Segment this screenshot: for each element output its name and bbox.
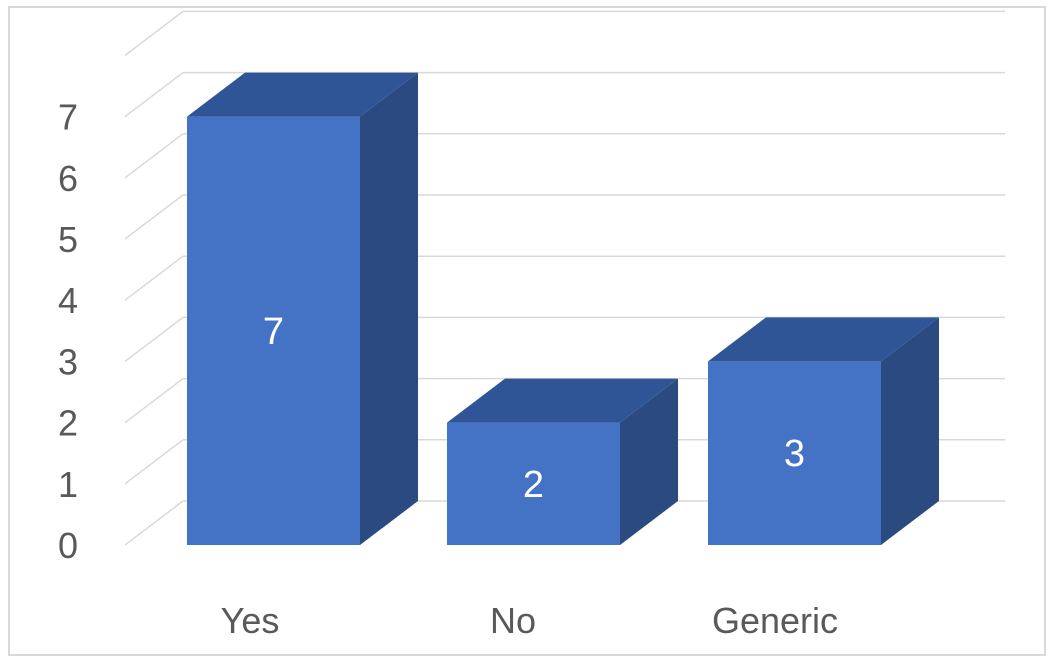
gridline-side	[124, 378, 184, 424]
x-category-label: Generic	[712, 600, 838, 641]
gridline-side	[124, 10, 184, 56]
data-label: 7	[263, 311, 284, 353]
y-tick-label: 0	[58, 525, 78, 566]
bar-side	[881, 317, 939, 545]
y-tick-label: 7	[58, 97, 78, 138]
gridline-side	[124, 72, 184, 118]
gridline-side	[124, 133, 184, 179]
data-label: 2	[523, 464, 544, 506]
x-category-label: No	[490, 600, 536, 641]
bar	[708, 361, 881, 545]
x-category-label: Yes	[221, 600, 280, 641]
bar-top	[447, 378, 678, 423]
bar	[187, 116, 360, 545]
y-tick-label: 6	[58, 158, 78, 199]
bar-side	[360, 72, 418, 545]
bar-top	[708, 317, 939, 362]
y-tick-label: 5	[58, 219, 78, 260]
data-label: 3	[784, 433, 805, 475]
bar	[447, 422, 620, 545]
y-tick-label: 2	[58, 403, 78, 444]
gridline-side	[124, 316, 184, 362]
gridline-side	[124, 439, 184, 485]
bar-top	[187, 72, 418, 117]
gridline-side	[124, 500, 184, 546]
y-tick-label: 3	[58, 341, 78, 382]
y-tick-label: 4	[58, 280, 78, 321]
bar-side	[620, 378, 678, 545]
gridline-side	[124, 194, 184, 240]
gridline-side	[124, 255, 184, 301]
y-tick-label: 1	[58, 464, 78, 505]
